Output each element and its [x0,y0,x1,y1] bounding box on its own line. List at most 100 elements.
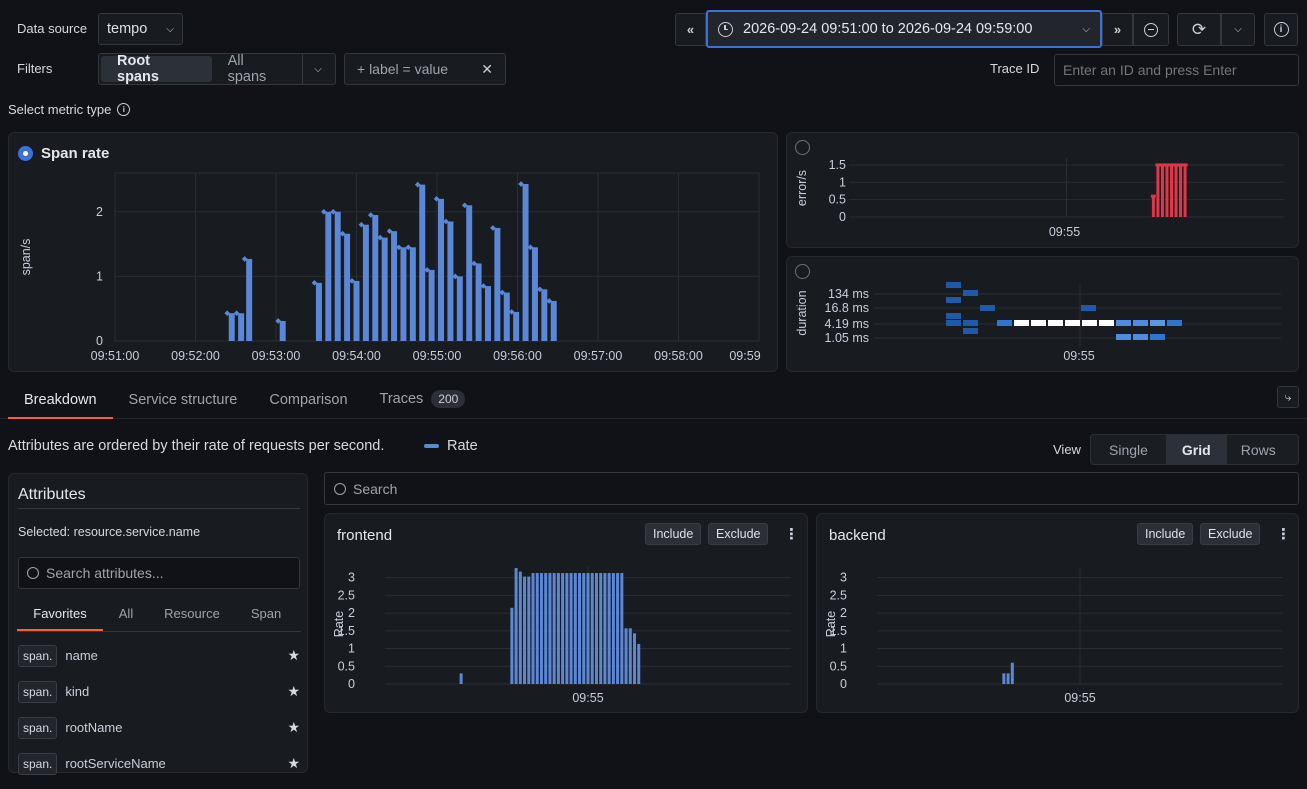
heatmap-cell [963,290,978,296]
span-scope-dropdown[interactable]: ⌵ [302,54,333,84]
y-tick-label: 0 [348,677,355,691]
panel-title: backend [829,527,886,544]
view-grid[interactable]: Grid [1165,435,1227,464]
trace-id-input[interactable] [1054,54,1299,86]
bar [475,263,482,341]
kebab-menu-icon[interactable]: ⋮ [784,526,799,543]
tab-service-structure[interactable]: Service structure [113,384,254,419]
star-icon[interactable]: ★ [287,683,300,699]
error-marker [1164,163,1170,167]
all-spans-option[interactable]: All spans [227,53,267,85]
bar-marker [518,181,524,187]
bar [456,276,463,341]
bar-marker [443,218,449,225]
y-tick-label: 1.5 [338,624,355,638]
attribute-item[interactable]: span. name ★ [18,645,300,681]
kebab-menu-icon[interactable]: ⋮ [1276,526,1291,543]
include-button[interactable]: Include [645,523,702,545]
tab-traces[interactable]: Traces 200 [364,384,482,419]
zoom-out-icon [1144,22,1158,37]
star-icon[interactable]: ★ [287,719,300,735]
tab-breakdown[interactable]: Breakdown [8,384,113,419]
bar [428,269,435,341]
share-button[interactable]: ⤷ [1277,386,1299,408]
bar [1006,673,1010,684]
tab-span[interactable]: Span [250,606,282,621]
shift-forward-button[interactable]: » [1102,13,1133,46]
bar [550,300,557,341]
radio-unselected-icon[interactable] [795,140,810,155]
label-filter-input[interactable]: + label = value ✕ [344,53,506,85]
legend-label: Rate [447,438,478,454]
bar [611,573,615,684]
view-toggle: Single Grid Rows [1090,434,1299,465]
attribute-item[interactable]: span. rootServiceName ★ [18,753,300,789]
bar [513,311,520,341]
error-marker [1173,163,1179,167]
zoom-out-button[interactable] [1133,13,1169,46]
attribute-name: rootName [65,720,123,735]
error-bar [1160,164,1164,217]
span-rate-panel[interactable]: Span rate 0 1 2 09:51:00 09:52:00 09:53:00 09:… [8,132,778,372]
tab-resource[interactable]: Resource [164,606,220,621]
bar-marker [527,244,534,251]
bar [344,233,351,341]
refresh-interval-dropdown[interactable]: ⌵ [1221,13,1255,46]
y-tick-label: 0 [839,210,846,224]
include-button[interactable]: Include [1137,523,1194,545]
bar-marker [320,208,327,215]
heatmap-cell [980,305,995,311]
frontend-panel: frontend Include Exclude ⋮ 3 2.5 2 1.5 1 0.5 0… [324,513,808,713]
duration-panel[interactable]: 134 ms 16.8 ms 4.19 ms 1.05 ms 09:55 duration [786,256,1299,372]
attribute-name: kind [65,684,90,699]
tab-all[interactable]: All [118,606,134,621]
y-tick-label: 134 ms [828,287,869,301]
shift-back-button[interactable]: « [675,13,706,46]
tabs-bar: Breakdown Service structure Comparison T… [8,384,481,419]
heatmap-cell [963,320,978,326]
y-tick-label: 1.5 [829,158,846,172]
y-axis-label: span/s [19,239,33,276]
bar [238,313,245,341]
bar [573,573,577,684]
data-source-select[interactable]: tempo ⌵ [98,13,183,45]
close-icon[interactable]: ✕ [481,60,493,77]
radio-selected-icon[interactable] [18,146,33,161]
exclude-button[interactable]: Exclude [1200,523,1261,545]
radio-unselected-icon[interactable] [795,264,810,279]
bar [228,313,235,341]
backend-chart: 3 2.5 2 1.5 1 0.5 0 09:55 Rate [824,567,1283,705]
attribute-item[interactable]: span. rootName ★ [18,717,300,753]
star-icon[interactable]: ★ [287,647,300,663]
exclude-button[interactable]: Exclude [708,523,769,545]
x-tick-label: 09:58:00 [654,349,703,363]
breakdown-description: Attributes are ordered by their rate of … [8,438,385,454]
attribute-item[interactable]: span. kind ★ [18,681,300,717]
error-bar [1183,164,1187,217]
frontend-chart: 3 2.5 2 1.5 1 0.5 0 09:55 Rate [332,567,791,705]
time-range-picker[interactable]: 2026-09-24 09:51:00 to 2026-09-24 09:59:… [706,10,1102,48]
view-single[interactable]: Single [1109,441,1148,458]
errors-panel[interactable]: 1.5 1 0.5 0 09:55 error/s [786,132,1299,248]
bar-marker [233,310,240,317]
y-axis-label: error/s [795,170,809,206]
y-tick-label: 2 [348,606,355,620]
heatmap-cell [1014,320,1029,326]
info-button[interactable]: i [1264,13,1298,46]
bar [616,573,620,684]
bar-marker [241,256,248,262]
error-bar [1156,164,1160,217]
tab-comparison[interactable]: Comparison [253,384,363,419]
attributes-panel: Attributes Selected: resource.service.na… [8,473,308,775]
heatmap-cell [946,313,961,319]
refresh-button[interactable]: ⟳ [1177,13,1221,46]
star-icon[interactable]: ★ [287,755,300,771]
heatmap-cell [946,282,961,288]
attributes-search-input[interactable]: Search attributes... [18,557,300,589]
tab-favorites[interactable]: Favorites [17,599,103,631]
view-rows[interactable]: Rows [1240,441,1276,458]
bar [510,607,514,684]
x-tick-label: 09:52:00 [171,349,220,363]
root-spans-option[interactable]: Root spans [101,53,212,85]
breakdown-search-input[interactable]: Search [324,472,1299,505]
